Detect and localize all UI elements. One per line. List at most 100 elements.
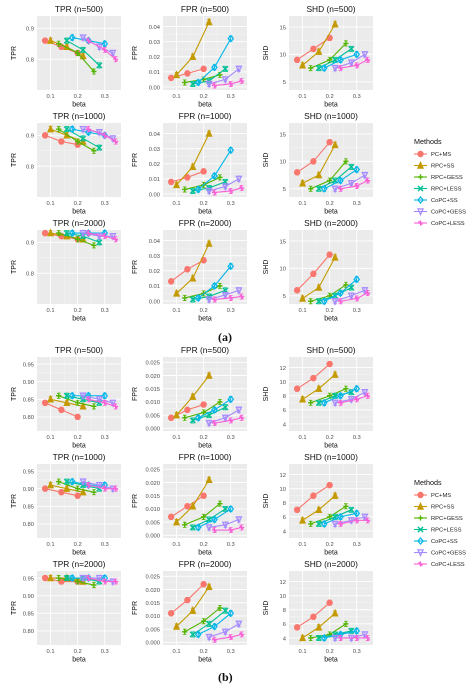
data-point [56,479,62,485]
data-point [63,478,70,485]
data-point [167,178,175,186]
x-axis-label: beta [198,316,212,323]
y-tick-label: 0.85 [23,398,34,404]
data-point [337,55,344,64]
y-tick-label: 0.04 [149,239,161,245]
data-point [353,165,361,174]
plot-background [289,571,373,645]
data-point [228,527,234,533]
data-point [235,516,243,525]
data-point [182,186,188,193]
data-point [299,60,307,69]
legend: Methods PC+MS RPC+SS RPC+GESS RPC+LESS CoPC+S… [414,137,466,227]
x-tick-label: 0.3 [353,201,361,207]
y-tick-label: 10 [280,53,286,59]
data-point [293,56,301,64]
data-point [79,478,87,487]
data-point [189,631,196,638]
legend-label: RPC+SS [431,164,454,170]
y-tick-label: 0.8 [26,57,34,63]
y-tick-label: 4 [283,529,287,535]
chart-panel: 0.00 0.01 0.02 0.03 0.04 0.1 0.2 0.3 FPR (n=2000… [132,218,247,323]
x-tick-label: 0.3 [101,542,109,548]
x-tick-label: 0.3 [227,649,235,655]
data-point [211,527,218,533]
data-point [75,50,81,56]
chart-panel: 5 10 15 0.1 0.2 0.3 SHD (n=2000) beta SHD [263,218,373,323]
data-point [211,82,218,89]
data-point [353,509,361,518]
data-point [353,275,361,284]
legend-label: RPC+GESS [431,175,463,181]
part-label-a: (a) [218,330,232,344]
y-tick-label: 0.85 [23,505,34,511]
y-tick-label: 0.9 [26,134,34,140]
data-point [85,482,92,488]
data-point [41,574,49,582]
y-tick-label: 0.80 [23,522,34,528]
y-tick-label: 15 [280,132,286,138]
chart-title: TPR (n=500) [55,4,103,14]
data-point [95,232,103,241]
chart-title: FPR (n=2000) [179,218,232,228]
data-point [331,634,339,643]
data-point [205,129,213,137]
data-point [101,39,109,48]
data-point [293,385,301,392]
data-point [310,374,317,382]
data-point [74,492,81,499]
data-point [354,62,360,68]
data-point [343,621,349,627]
data-point [299,178,307,187]
data-point [167,414,175,421]
data-point [331,140,339,149]
x-axis-label: beta [198,550,212,557]
x-tick-label: 0.3 [353,435,361,441]
x-tick-label: 0.3 [227,201,235,207]
data-point [331,64,339,73]
y-tick-label: 0.90 [23,487,34,493]
data-point [167,74,175,82]
y-tick-label: 0.010 [145,400,160,406]
data-point [315,298,322,305]
data-point [182,295,188,301]
data-point [235,287,243,295]
legend-label: RPC+LESS [431,528,462,534]
data-point [102,47,108,53]
data-point [85,128,92,137]
data-point [315,47,323,55]
data-point [101,391,109,400]
x-axis-label: beta [324,550,338,557]
plot-background [289,464,373,538]
y-tick-label: 0.005 [145,627,160,633]
data-point [331,19,339,28]
data-point [217,605,223,611]
data-point [205,419,213,428]
chart-panel: 0.80 0.85 0.90 0.95 0.1 0.2 0.3 TPR (n=2000) bet… [11,559,121,664]
y-axis-label: SHD [263,387,270,402]
x-tick-label: 0.1 [299,435,307,441]
data-point [337,289,344,298]
x-tick-label: 0.3 [101,649,109,655]
x-tick-label: 0.1 [173,308,181,314]
legend-label: RPC+GESS [431,516,463,522]
chart-title: SHD (n=500) [306,4,355,14]
y-tick-label: 15 [280,239,286,245]
data-point [63,484,71,492]
data-point [320,297,328,306]
data-point [58,578,65,585]
data-point [361,51,369,59]
data-point [189,296,196,303]
y-tick-label: 0.01 [149,284,160,290]
data-point [41,229,49,237]
data-point [222,505,229,513]
legend-label: RPC+SS [431,505,454,511]
data-point [201,514,207,520]
data-point [200,168,207,175]
x-tick-label: 0.1 [47,201,55,207]
data-point [112,56,119,62]
y-tick-label: 5 [283,187,286,193]
data-point [189,417,196,424]
data-point [75,236,81,242]
x-tick-label: 0.3 [353,542,361,548]
